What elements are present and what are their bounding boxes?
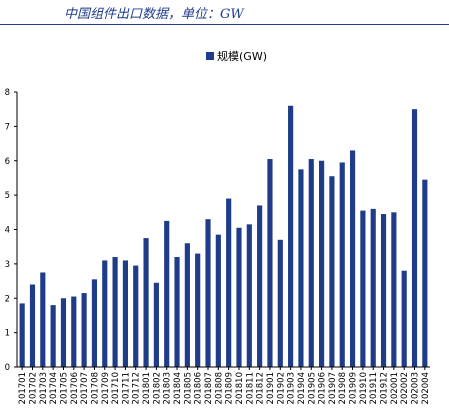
bar-201805 <box>184 243 190 367</box>
bar-201708 <box>91 279 98 367</box>
bar-201808 <box>215 234 221 367</box>
bar-202003 <box>411 109 418 367</box>
bar-201803 <box>164 220 170 367</box>
x-tick-label: 201703 <box>39 372 49 404</box>
x-tick-label: 201702 <box>28 372 38 404</box>
x-tick-label: 201707 <box>80 372 90 404</box>
legend-swatch <box>206 52 214 60</box>
bar-201710 <box>112 257 118 367</box>
bar-201704 <box>50 305 56 367</box>
x-tick-label: 201806 <box>194 372 204 404</box>
y-tick-label: 0 <box>5 363 10 373</box>
x-tick-label: 201910 <box>359 372 369 404</box>
bar-201702 <box>29 284 36 367</box>
bar-201707 <box>81 293 87 367</box>
x-tick-label: 201709 <box>101 372 111 404</box>
y-tick-label: 8 <box>5 88 10 98</box>
y-tick-label: 6 <box>5 157 10 167</box>
y-axis: 0 1 2 3 4 5 6 7 8 <box>5 88 18 373</box>
bar-201907 <box>329 176 335 367</box>
bar-201910 <box>360 210 366 367</box>
x-tick-label: 201711 <box>121 372 131 404</box>
y-tick-label: 7 <box>5 122 10 132</box>
bar-201902 <box>277 239 283 367</box>
x-tick-label: 201803 <box>163 372 173 404</box>
bar-201712 <box>133 265 139 367</box>
bar-201810 <box>236 227 242 367</box>
bar-201703 <box>40 272 46 367</box>
bar-201711 <box>122 260 128 367</box>
bar-201706 <box>71 296 77 367</box>
x-tick-label: 201801 <box>142 372 152 404</box>
x-tick-label: 202003 <box>411 372 421 404</box>
x-tick-label: 201701 <box>18 372 28 404</box>
x-axis: 201701 201702 201703 201704 201705 201706 2017… <box>17 366 431 404</box>
x-tick-label: 201906 <box>318 372 328 404</box>
bar-201801 <box>143 238 149 367</box>
x-tick-label: 201706 <box>70 372 80 404</box>
bar-201802 <box>153 282 159 367</box>
y-tick-label: 1 <box>5 329 10 339</box>
x-tick-label: 201802 <box>152 372 162 404</box>
x-tick-label: 201812 <box>256 372 266 404</box>
y-tick-label: 3 <box>5 260 10 270</box>
x-tick-label: 201810 <box>235 372 245 404</box>
x-tick-label: 201911 <box>369 372 379 404</box>
x-tick-label: 201805 <box>183 372 193 404</box>
legend-label: 规模(GW) <box>217 50 267 63</box>
bar-202002 <box>401 270 407 367</box>
x-tick-label: 201901 <box>266 372 276 404</box>
bar-series <box>19 105 428 367</box>
x-tick-label: 201907 <box>328 372 338 404</box>
x-tick-label: 201912 <box>380 372 390 404</box>
bar-201809 <box>226 198 232 367</box>
bar-202001 <box>391 212 397 367</box>
report-header: 中国组件出口数据，单位：GW <box>0 0 449 26</box>
bar-201811 <box>246 224 252 367</box>
x-tick-label: 201908 <box>338 372 348 404</box>
x-tick-label: 201903 <box>287 372 297 404</box>
y-tick-label: 4 <box>5 226 10 236</box>
bar-201901 <box>267 159 273 367</box>
x-tick-label: 201905 <box>307 372 317 404</box>
bar-201812 <box>257 205 263 367</box>
bar-201908 <box>339 162 345 367</box>
x-tick-label: 201809 <box>225 372 235 404</box>
bar-201912 <box>380 214 387 367</box>
bar-201903 <box>288 105 294 367</box>
x-tick-label: 202002 <box>400 372 410 404</box>
x-tick-label: 201904 <box>297 372 307 404</box>
bar-201904 <box>298 169 304 367</box>
y-tick-label: 5 <box>5 191 10 201</box>
chart-caption: 中国组件出口数据，单位：GW <box>64 7 244 22</box>
x-tick-label: 202001 <box>390 372 400 404</box>
bar-201909 <box>349 150 356 367</box>
bar-201911 <box>370 208 376 367</box>
bar-201709 <box>102 260 108 367</box>
bar-201804 <box>174 257 180 367</box>
x-tick-label: 201808 <box>214 372 224 404</box>
bar-201906 <box>319 160 325 367</box>
bar-201701 <box>19 303 25 367</box>
bar-201905 <box>308 159 314 367</box>
x-tick-label: 201712 <box>132 372 142 404</box>
x-tick-label: 201705 <box>59 372 69 404</box>
bar-201806 <box>195 253 201 367</box>
header-divider <box>0 24 449 25</box>
x-tick-label: 201710 <box>111 372 121 404</box>
x-tick-label: 201811 <box>245 372 255 404</box>
x-tick-label: 201909 <box>349 372 359 404</box>
x-tick-label: 201902 <box>276 372 286 404</box>
x-tick-label: 201807 <box>204 372 214 404</box>
y-tick-label: 2 <box>5 294 10 304</box>
chart-legend: 规模(GW) <box>206 49 267 63</box>
x-tick-label: 201804 <box>173 372 183 404</box>
x-tick-label: 201704 <box>49 372 59 404</box>
bar-201705 <box>60 298 67 367</box>
x-tick-label: 201708 <box>90 372 100 404</box>
bar-201807 <box>205 219 211 367</box>
bar-202004 <box>422 179 428 367</box>
x-tick-label: 202004 <box>421 372 431 404</box>
